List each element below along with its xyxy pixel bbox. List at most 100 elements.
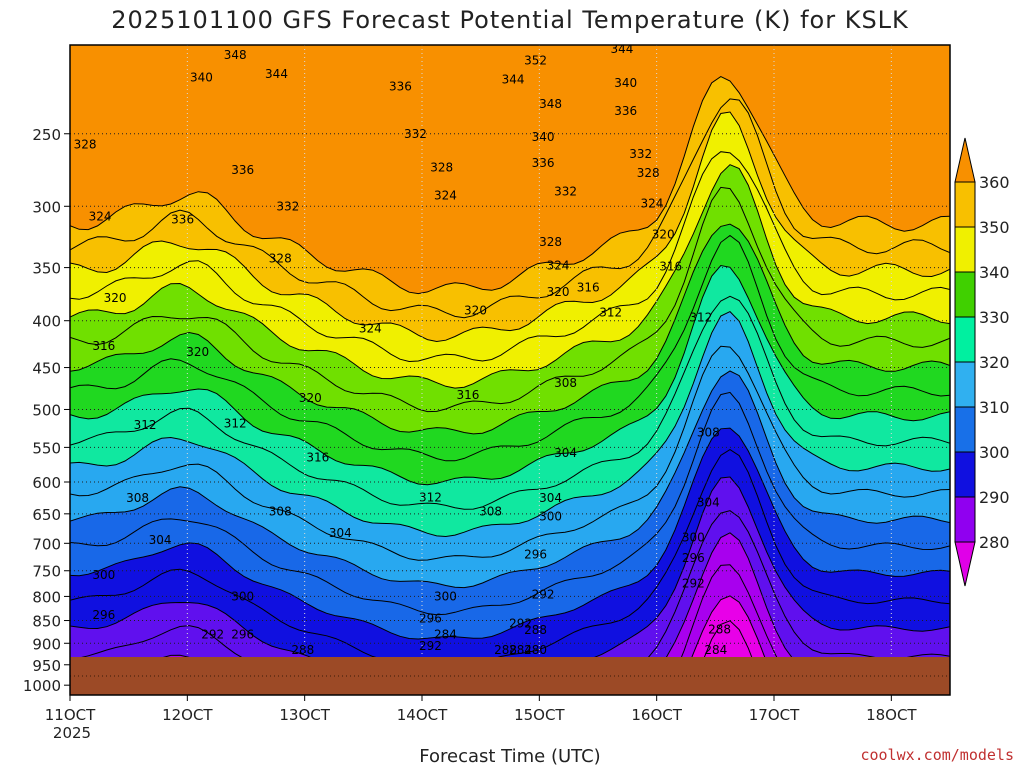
contour-label: 300 <box>231 589 254 603</box>
contour-label: 336 <box>614 104 637 118</box>
contour-label: 296 <box>92 608 115 622</box>
contour-label: 320 <box>186 345 209 359</box>
x-tick-label: 12OCT <box>162 706 213 724</box>
contour-label: 312 <box>134 418 157 432</box>
colorbar-segment <box>954 226 976 273</box>
contour-label: 328 <box>269 251 292 265</box>
y-axis: 250 300 350 400 450 500 550 600 650 700 750 800 850 9… <box>23 126 70 695</box>
contour-label: 328 <box>637 166 660 180</box>
x-tick-label: 18OCT <box>866 706 917 724</box>
contour-label: 340 <box>614 76 637 90</box>
y-tick-label: 800 <box>32 588 61 606</box>
colorbar-segment <box>954 406 976 453</box>
x-tick-label: 17OCT <box>749 706 800 724</box>
contour-label: 344 <box>502 72 525 86</box>
contour-line <box>70 76 950 295</box>
contour-label: 312 <box>224 417 247 431</box>
colorbar-tick-label: 290 <box>979 488 1010 507</box>
contour-line <box>70 186 950 413</box>
colorbar-tick-label: 330 <box>979 308 1010 327</box>
colorbar-segment <box>954 451 976 498</box>
contour-label: 284 <box>704 643 727 657</box>
contour-label: 292 <box>682 576 705 590</box>
contour-label: 312 <box>689 311 712 325</box>
contour-label: 324 <box>641 197 664 211</box>
colorbar-segment <box>954 316 976 363</box>
contour-label: 320 <box>464 304 487 318</box>
contour-label: 300 <box>682 531 705 545</box>
contour-label: 292 <box>419 639 442 653</box>
colorbar: 280 290 300 310 320 330 340 350 360 <box>954 137 1010 587</box>
x-tick-label: 16OCT <box>631 706 682 724</box>
contour-line <box>70 310 950 538</box>
grid-lines <box>70 45 950 695</box>
y-tick-label: 700 <box>32 535 61 553</box>
contour-label: 292 <box>509 616 532 630</box>
contour-label: 332 <box>554 184 577 198</box>
colorbar-tick-label: 350 <box>979 218 1010 237</box>
contour-label: 324 <box>434 189 457 203</box>
contour-label: 316 <box>457 388 480 402</box>
contour-label: 296 <box>231 627 254 641</box>
contour-label: 284 <box>434 627 457 641</box>
chart-title: 2025101100 GFS Forecast Potential Temper… <box>111 6 909 34</box>
contour-labels: 296 300 304 308 312 316 320 324 328 336 340 348 344 3… <box>74 42 731 657</box>
contour-label: 316 <box>92 339 115 353</box>
contour-line <box>70 510 950 695</box>
contour-label: 332 <box>276 199 299 213</box>
contour-label: 316 <box>306 450 329 464</box>
credit-text: coolwx.com/models <box>860 746 1014 764</box>
contour-label: 340 <box>532 130 555 144</box>
contour-label: 336 <box>231 163 254 177</box>
contour-line <box>70 264 950 486</box>
contour-label: 300 <box>92 568 115 582</box>
contour-line <box>70 98 950 319</box>
contour-label: 296 <box>419 612 442 626</box>
y-tick-label: 500 <box>32 401 61 419</box>
contour-label: 296 <box>682 551 705 565</box>
contour-label: 324 <box>359 322 382 336</box>
y-tick-label: 350 <box>32 260 61 278</box>
y-tick-label: 600 <box>32 474 61 492</box>
contour-label: 344 <box>610 42 633 56</box>
y-tick-label: 550 <box>32 439 61 457</box>
contour-line <box>70 427 950 640</box>
contour-label: 308 <box>554 376 577 390</box>
y-tick-label: 400 <box>32 313 61 331</box>
contour-label: 280 <box>524 643 547 657</box>
y-tick-label: 900 <box>32 635 61 653</box>
contour-label: 328 <box>74 138 97 152</box>
contour-label: 316 <box>577 281 600 295</box>
contour-label: 332 <box>629 147 652 161</box>
contour-label: 300 <box>434 589 457 603</box>
y-tick-label: 850 <box>32 613 61 631</box>
y-tick-label: 750 <box>32 563 61 581</box>
contour-label: 320 <box>299 391 322 405</box>
contour-label: 312 <box>599 306 622 320</box>
y-tick-label: 450 <box>32 360 61 378</box>
plot-area: 296 300 304 308 312 316 320 324 328 336 340 348 344 3… <box>70 42 950 695</box>
x-tick-label: 11OCT <box>45 706 96 724</box>
contour-label: 332 <box>404 127 427 141</box>
contour-line <box>70 111 950 343</box>
contour-label: 320 <box>652 227 675 241</box>
contour-line <box>70 151 950 363</box>
contour-label: 288 <box>708 622 731 636</box>
contour-label: 336 <box>171 212 194 226</box>
contour-line <box>70 223 950 435</box>
contour-label: 324 <box>547 258 570 272</box>
contour-label: 348 <box>539 97 562 111</box>
contour-label: 308 <box>697 426 720 440</box>
colorbar-tick-label: 300 <box>979 443 1010 462</box>
colorbar-tick-label: 320 <box>979 353 1010 372</box>
contour-label: 308 <box>479 504 502 518</box>
contour-line <box>70 234 950 462</box>
colorbar-tick-label: 310 <box>979 398 1010 417</box>
contour-label: 292 <box>201 627 224 641</box>
contour-label: 304 <box>539 491 562 505</box>
contour-label: 348 <box>224 48 247 62</box>
contour-label: 340 <box>190 70 213 84</box>
colorbar-high-extend <box>954 137 976 183</box>
contour-line <box>70 449 950 670</box>
